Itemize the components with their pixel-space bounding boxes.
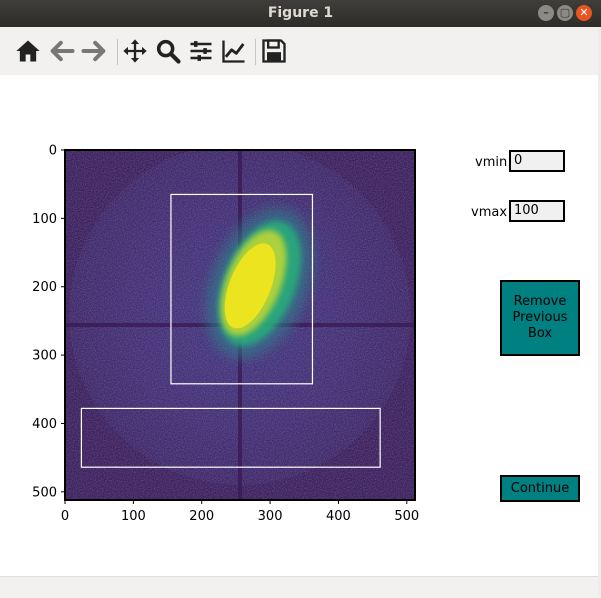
window-title: Figure 1 (267, 5, 334, 21)
roi-box (170, 193, 314, 385)
x-tick-label: 100 (121, 509, 146, 524)
home-icon[interactable] (14, 37, 42, 65)
axes-frame (64, 149, 416, 501)
window-edge (598, 27, 601, 597)
vmin-input[interactable]: 0 (509, 150, 565, 172)
y-tick-label: 300 (32, 349, 57, 364)
y-tick-label: 0 (49, 144, 57, 159)
zoom-icon[interactable] (154, 37, 182, 65)
maximize-button[interactable]: ▢ (557, 5, 573, 21)
continue-button[interactable]: Continue (500, 475, 580, 502)
y-tick-label: 500 (32, 485, 57, 500)
remove-previous-box-button[interactable]: Remove Previous Box (500, 280, 580, 356)
vmax-label: vmax (471, 205, 508, 220)
axes-edit-icon[interactable] (220, 37, 248, 65)
toolbar (0, 27, 601, 76)
x-tick-label: 300 (258, 509, 283, 524)
x-tick-label: 500 (394, 509, 419, 524)
blob-core (224, 243, 276, 329)
x-tick-label: 200 (189, 509, 214, 524)
vmin-label: vmin (475, 155, 508, 170)
remove-previous-box-label: Remove Previous Box (512, 294, 568, 341)
vmax-input[interactable]: 100 (509, 200, 565, 222)
forward-arrow-icon[interactable] (80, 37, 108, 65)
title-bar: Figure 1 – ▢ ✕ (0, 0, 601, 27)
toolbar-separator (255, 39, 256, 65)
save-icon[interactable] (260, 37, 288, 65)
roi-box (80, 407, 381, 468)
minimize-button[interactable]: – (538, 5, 554, 21)
back-arrow-icon[interactable] (48, 37, 76, 65)
x-tick-label: 0 (61, 509, 69, 524)
heatmap-plot[interactable]: 0 100 200 300 400 500 0 100 200 300 400 500 (0, 75, 601, 576)
subplots-icon[interactable] (187, 37, 215, 65)
close-button[interactable]: ✕ (576, 5, 592, 21)
figure-canvas: 0 100 200 300 400 500 0 100 200 300 400 500 vmin 0 … (0, 75, 601, 576)
pan-icon[interactable] (121, 37, 149, 65)
intensity-blob (206, 208, 314, 359)
y-tick-label: 400 (32, 417, 57, 432)
x-tick-label: 400 (326, 509, 351, 524)
status-bar (0, 576, 601, 598)
y-tick-label: 100 (32, 212, 57, 227)
toolbar-separator (117, 39, 118, 65)
y-tick-label: 200 (32, 280, 57, 295)
beam-center-marker (237, 322, 243, 328)
